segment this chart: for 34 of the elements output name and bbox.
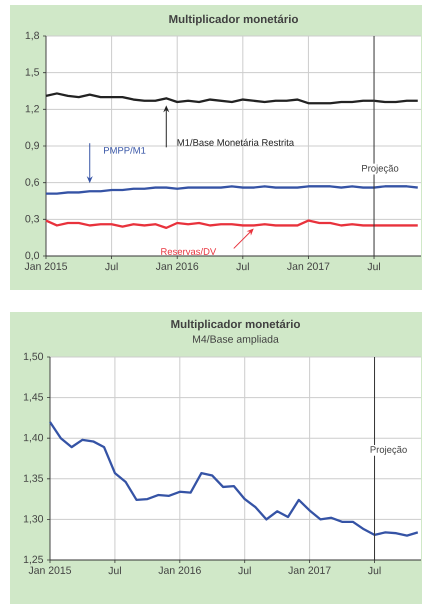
text: Reservas/DV [161,248,216,255]
chart-title: Multiplicador monetário [171,320,300,330]
y-tick-label: 1,45 [24,393,44,402]
x-tick-label: Jul [108,566,121,574]
x-tick-label: Jan 2017 [288,566,331,574]
text: M1/Base Monetária Restrita [178,138,294,146]
x-tick-label: Jan 2016 [156,262,198,270]
y-tick-label: 1,8 [26,32,40,40]
text: PMPP/M1 [104,146,146,154]
y-tick-label: 0,6 [25,178,40,187]
y-tick-label: 0,0 [25,252,40,260]
y-tick-label: 0,9 [25,142,39,150]
y-tick-label: 1,25 [24,556,44,564]
y-tick-label: 1,40 [24,434,44,443]
x-tick-label: Jan 2015 [24,262,68,270]
y-tick-label: 1,35 [24,474,44,484]
line-series [48,420,419,537]
x-tick-label: Jul [368,262,380,270]
x-tick-label: Jul [236,262,249,270]
y-tick-label: 1,5 [26,68,40,77]
x-tick-label: Jan 2015 [28,566,72,574]
chart-title: Multiplicador monetário [169,14,298,26]
x-tick-label: Jan 2016 [158,566,201,574]
x-tick-label: Jul [105,262,118,270]
y-tick-label: 1,30 [24,515,44,524]
y-tick-label: 1,2 [26,105,39,114]
y-tick-label: 0,3 [25,215,40,224]
y-tick-label: 1,50 [24,352,44,362]
x-tick-label: Jul [238,566,251,574]
x-tick-label: Jan 2017 [287,262,330,270]
x-tick-label: Jul [368,566,381,574]
ref-line-label: Projeção [362,164,398,174]
ref-line-label: Projeção [370,446,407,455]
chart-subtitle: M4/Base ampliada [193,335,279,345]
